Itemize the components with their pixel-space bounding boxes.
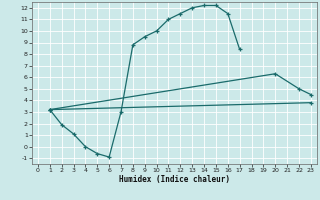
- X-axis label: Humidex (Indice chaleur): Humidex (Indice chaleur): [119, 175, 230, 184]
